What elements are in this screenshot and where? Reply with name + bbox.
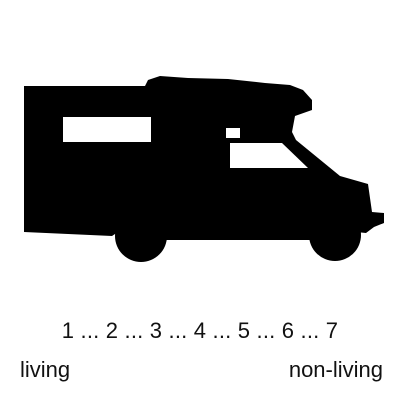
scale-separator: ... — [162, 318, 194, 344]
scale-separator: ... — [250, 318, 282, 344]
rating-scale: 1 ... 2 ... 3 ... 4 ... 5 ... 6 ... 7 — [0, 318, 400, 344]
scale-point-5[interactable]: 5 — [238, 318, 250, 344]
side-window — [63, 117, 151, 142]
scale-point-2[interactable]: 2 — [106, 318, 118, 344]
scale-separator: ... — [206, 318, 238, 344]
scale-point-7[interactable]: 7 — [326, 318, 338, 344]
camper-van-icon — [0, 0, 400, 290]
scale-point-6[interactable]: 6 — [282, 318, 294, 344]
rear-wheel — [115, 210, 167, 262]
scale-separator: ... — [118, 318, 150, 344]
scale-point-1[interactable]: 1 — [62, 318, 74, 344]
scale-separator: ... — [74, 318, 106, 344]
scale-point-4[interactable]: 4 — [194, 318, 206, 344]
front-wheel — [309, 209, 361, 261]
cab-window-notch — [226, 128, 240, 138]
scale-point-3[interactable]: 3 — [150, 318, 162, 344]
scale-right-anchor-label: non-living — [289, 357, 383, 383]
scale-left-anchor-label: living — [20, 357, 70, 383]
scale-separator: ... — [294, 318, 326, 344]
